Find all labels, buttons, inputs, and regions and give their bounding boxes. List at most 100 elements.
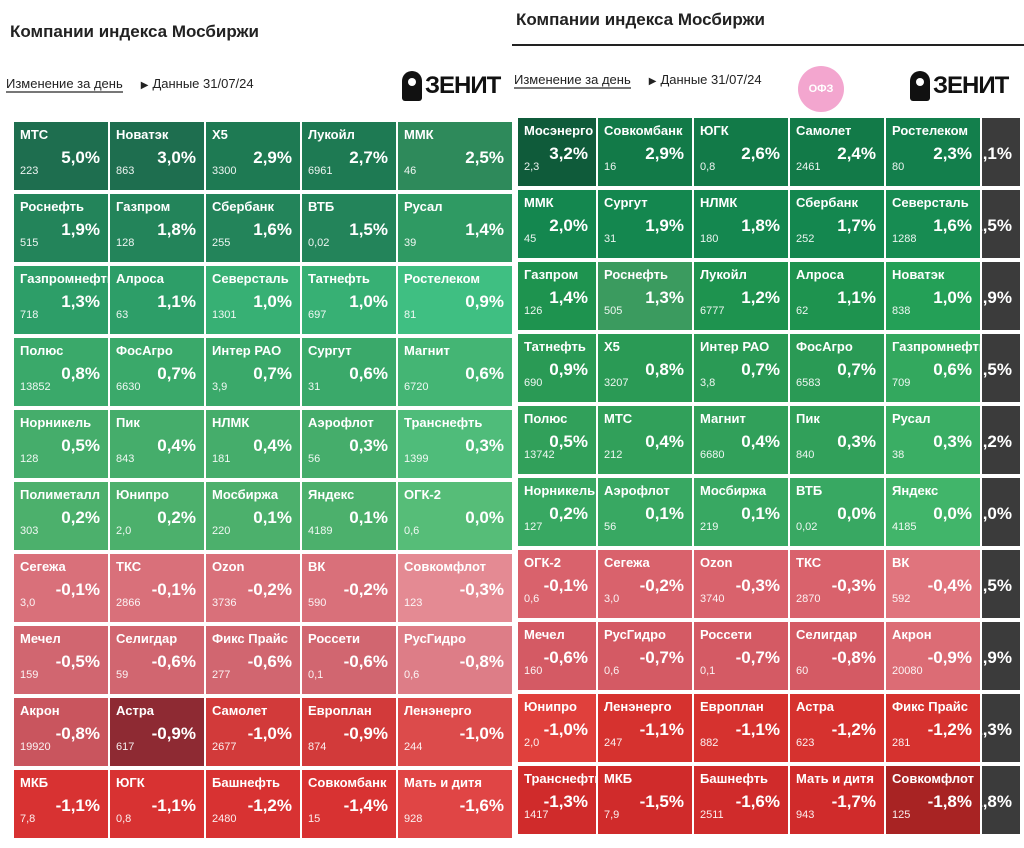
ticker-tile[interactable]: Новатэк 863 3,0%: [110, 122, 206, 190]
ticker-tile[interactable]: Новатэк 838 1,0%: [886, 262, 982, 330]
ticker-tile[interactable]: Европлан 874 -0,9%: [302, 698, 398, 766]
avatar[interactable]: ОФЗ: [798, 66, 844, 112]
ticker-tile[interactable]: Совкомфлот 123 -0,3%: [398, 554, 512, 622]
ticker-tile[interactable]: Пик 840 0,3%: [790, 406, 886, 474]
ticker-tile[interactable]: Норникель 127 0,2%: [518, 478, 598, 546]
ticker-tile[interactable]: Пик 843 0,4%: [110, 410, 206, 478]
ticker-tile[interactable]: Сбербанк 255 1,6%: [206, 194, 302, 262]
ticker-tile[interactable]: 1,5%: [982, 190, 1020, 258]
ticker-tile[interactable]: Ozon 3740 -0,3%: [694, 550, 790, 618]
ticker-tile[interactable]: Русал 38 0,3%: [886, 406, 982, 474]
ticker-tile[interactable]: Астра 617 -0,9%: [110, 698, 206, 766]
ticker-tile[interactable]: Сургут 31 1,9%: [598, 190, 694, 258]
ticker-tile[interactable]: Интер РАО 3,8 0,7%: [694, 334, 790, 402]
ticker-tile[interactable]: РусГидро 0,6 -0,7%: [598, 622, 694, 690]
ticker-tile[interactable]: Роснефть 515 1,9%: [14, 194, 110, 262]
ticker-tile[interactable]: Россети 0,1 -0,6%: [302, 626, 398, 694]
ticker-tile[interactable]: ВТБ 0,02 1,5%: [302, 194, 398, 262]
ticker-tile[interactable]: Европлан 882 -1,1%: [694, 694, 790, 762]
ticker-tile[interactable]: ТКС 2870 -0,3%: [790, 550, 886, 618]
ticker-tile[interactable]: 0,2%: [982, 406, 1020, 474]
ticker-tile[interactable]: ВК 590 -0,2%: [302, 554, 398, 622]
ticker-tile[interactable]: МКБ 7,9 -1,5%: [598, 766, 694, 834]
ticker-tile[interactable]: Полиметалл 303 0,2%: [14, 482, 110, 550]
ticker-tile[interactable]: -0,9%: [982, 622, 1020, 690]
ticker-tile[interactable]: Газпромнефть 718 1,3%: [14, 266, 110, 334]
ticker-tile[interactable]: Полюс 13742 0,5%: [518, 406, 598, 474]
ticker-tile[interactable]: Мать и дитя 943 -1,7%: [790, 766, 886, 834]
ticker-tile[interactable]: Селигдар 59 -0,6%: [110, 626, 206, 694]
ticker-tile[interactable]: Сбербанк 252 1,7%: [790, 190, 886, 258]
ticker-tile[interactable]: Мать и дитя 928 -1,6%: [398, 770, 512, 838]
ticker-tile[interactable]: РусГидро 0,6 -0,8%: [398, 626, 512, 694]
ticker-tile[interactable]: Газпром 126 1,4%: [518, 262, 598, 330]
ticker-tile[interactable]: -0,5%: [982, 550, 1020, 618]
ticker-tile[interactable]: Ростелеком 81 0,9%: [398, 266, 512, 334]
ticker-tile[interactable]: Полюс 13852 0,8%: [14, 338, 110, 406]
ticker-tile[interactable]: -1,3%: [982, 694, 1020, 762]
ticker-tile[interactable]: Мечел 160 -0,6%: [518, 622, 598, 690]
ticker-tile[interactable]: Газпром 128 1,8%: [110, 194, 206, 262]
ticker-tile[interactable]: Лукойл 6961 2,7%: [302, 122, 398, 190]
ticker-tile[interactable]: ОГК-2 0,6 -0,1%: [518, 550, 598, 618]
ticker-tile[interactable]: Акрон 19920 -0,8%: [14, 698, 110, 766]
ticker-tile[interactable]: Самолет 2677 -1,0%: [206, 698, 302, 766]
ticker-tile[interactable]: Мосбиржа 220 0,1%: [206, 482, 302, 550]
ticker-tile[interactable]: Юнипро 2,0 -1,0%: [518, 694, 598, 762]
ticker-tile[interactable]: 0,9%: [982, 262, 1020, 330]
ticker-tile[interactable]: Мечел 159 -0,5%: [14, 626, 110, 694]
ticker-tile[interactable]: ЮГК 0,8 -1,1%: [110, 770, 206, 838]
ticker-tile[interactable]: Роснефть 505 1,3%: [598, 262, 694, 330]
ticker-tile[interactable]: Ленэнерго 247 -1,1%: [598, 694, 694, 762]
ticker-tile[interactable]: Транснефть 1399 0,3%: [398, 410, 512, 478]
ticker-tile[interactable]: Россети 0,1 -0,7%: [694, 622, 790, 690]
ticker-tile[interactable]: НЛМК 180 1,8%: [694, 190, 790, 258]
ticker-tile[interactable]: Аэрофлот 56 0,1%: [598, 478, 694, 546]
ticker-tile[interactable]: Сургут 31 0,6%: [302, 338, 398, 406]
ticker-tile[interactable]: МКБ 7,8 -1,1%: [14, 770, 110, 838]
ticker-tile[interactable]: 2,1%: [982, 118, 1020, 186]
ticker-tile[interactable]: Акрон 20080 -0,9%: [886, 622, 982, 690]
ticker-tile[interactable]: Лукойл 6777 1,2%: [694, 262, 790, 330]
ticker-tile[interactable]: Фикс Прайс 281 -1,2%: [886, 694, 982, 762]
ticker-tile[interactable]: Х5 3207 0,8%: [598, 334, 694, 402]
ticker-tile[interactable]: ММК 46 2,5%: [398, 122, 512, 190]
ticker-tile[interactable]: ВТБ 0,02 0,0%: [790, 478, 886, 546]
ticker-tile[interactable]: Норникель 128 0,5%: [14, 410, 110, 478]
ticker-tile[interactable]: ЮГК 0,8 2,6%: [694, 118, 790, 186]
ticker-tile[interactable]: 0,0%: [982, 478, 1020, 546]
ticker-tile[interactable]: Русал 39 1,4%: [398, 194, 512, 262]
ticker-tile[interactable]: ФосАгро 6583 0,7%: [790, 334, 886, 402]
ticker-tile[interactable]: НЛМК 181 0,4%: [206, 410, 302, 478]
ticker-tile[interactable]: Ленэнерго 244 -1,0%: [398, 698, 512, 766]
ticker-tile[interactable]: Совкомбанк 16 2,9%: [598, 118, 694, 186]
ticker-tile[interactable]: Татнефть 690 0,9%: [518, 334, 598, 402]
ticker-tile[interactable]: Алроса 62 1,1%: [790, 262, 886, 330]
ticker-tile[interactable]: -1,8%: [982, 766, 1020, 834]
ticker-tile[interactable]: Северсталь 1301 1,0%: [206, 266, 302, 334]
ticker-tile[interactable]: Яндекс 4189 0,1%: [302, 482, 398, 550]
ticker-tile[interactable]: ОГК-2 0,6 0,0%: [398, 482, 512, 550]
ticker-tile[interactable]: ВК 592 -0,4%: [886, 550, 982, 618]
ticker-tile[interactable]: ФосАгро 6630 0,7%: [110, 338, 206, 406]
ticker-tile[interactable]: Татнефть 697 1,0%: [302, 266, 398, 334]
ticker-tile[interactable]: Алроса 63 1,1%: [110, 266, 206, 334]
ticker-tile[interactable]: МТС 212 0,4%: [598, 406, 694, 474]
ticker-tile[interactable]: Мосбиржа 219 0,1%: [694, 478, 790, 546]
ticker-tile[interactable]: Ростелеком 80 2,3%: [886, 118, 982, 186]
ticker-tile[interactable]: Х5 3300 2,9%: [206, 122, 302, 190]
ticker-tile[interactable]: Сегежа 3,0 -0,1%: [14, 554, 110, 622]
ticker-tile[interactable]: МТС 223 5,0%: [14, 122, 110, 190]
ticker-tile[interactable]: Мосэнерго 2,3 3,2%: [518, 118, 598, 186]
ticker-tile[interactable]: Аэрофлот 56 0,3%: [302, 410, 398, 478]
ticker-tile[interactable]: Газпромнефть 709 0,6%: [886, 334, 982, 402]
ticker-tile[interactable]: Юнипро 2,0 0,2%: [110, 482, 206, 550]
ticker-tile[interactable]: Яндекс 4185 0,0%: [886, 478, 982, 546]
ticker-tile[interactable]: Магнит 6680 0,4%: [694, 406, 790, 474]
ticker-tile[interactable]: Транснефть 1417 -1,3%: [518, 766, 598, 834]
ticker-tile[interactable]: Башнефть 2511 -1,6%: [694, 766, 790, 834]
ticker-tile[interactable]: Магнит 6720 0,6%: [398, 338, 512, 406]
ticker-tile[interactable]: Астра 623 -1,2%: [790, 694, 886, 762]
ticker-tile[interactable]: Самолет 2461 2,4%: [790, 118, 886, 186]
ticker-tile[interactable]: Северсталь 1288 1,6%: [886, 190, 982, 258]
